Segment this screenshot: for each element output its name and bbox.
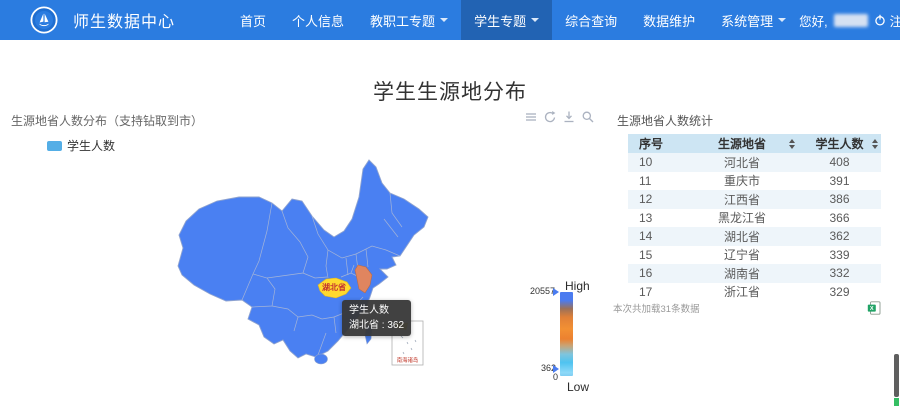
legend-label: 学生人数 xyxy=(67,139,116,153)
table-header-row: 序号 生源地省 学生人数 xyxy=(628,134,881,153)
visualmap-high-label: High xyxy=(565,279,590,293)
username-redacted xyxy=(833,13,868,27)
province-jiangsu[interactable] xyxy=(354,264,373,294)
nav-item-home[interactable]: 首页 xyxy=(240,13,267,29)
user-area: 您好, 注销 xyxy=(799,11,900,30)
table-row: 13 黑龙江省 366 xyxy=(639,210,850,226)
sort-icon[interactable] xyxy=(872,138,878,149)
logout-button[interactable]: 注销 xyxy=(874,11,900,30)
export-excel-icon[interactable]: X xyxy=(867,301,881,315)
table-row: 16 湖南省 332 xyxy=(628,264,881,283)
visualmap-min-value: 0 xyxy=(552,372,558,382)
col-header-count[interactable]: 学生人数 xyxy=(798,135,881,152)
page-title: 学生生源地分布 xyxy=(373,81,527,104)
save-image-icon[interactable] xyxy=(562,110,576,124)
legend-student-count[interactable]: 学生人数 xyxy=(47,137,115,154)
sort-icon[interactable] xyxy=(789,138,795,149)
chart-toolbox xyxy=(524,110,595,124)
data-view-icon[interactable] xyxy=(524,110,538,124)
nav-item-student-topics[interactable]: 学生专题 xyxy=(461,0,553,40)
table-row: 12 江西省 386 xyxy=(628,190,881,209)
table-footer: 本次共加载31条数据 X xyxy=(613,301,881,315)
visualmap-max-value: 20557 xyxy=(529,286,555,296)
load-count-note: 本次共加载31条数据 xyxy=(613,304,700,315)
svg-text:X: X xyxy=(870,306,874,312)
greeting-text: 您好, xyxy=(799,14,828,29)
top-navbar: 师生数据中心 首页 个人信息 教职工专题 学生专题 综合查询 数据维护 xyxy=(0,0,900,40)
visualmap-gradient-bar[interactable] xyxy=(560,292,573,376)
chevron-down-icon xyxy=(440,18,449,22)
map-tooltip: 学生人数 湖北省 : 362 xyxy=(342,300,412,336)
nav-item-comprehensive-query[interactable]: 综合查询 xyxy=(565,13,618,29)
table-title: 生源地省人数统计 xyxy=(617,114,714,128)
visualmap-low-label: Low xyxy=(567,380,590,394)
col-header-index: 序号 xyxy=(639,137,664,151)
province-stat-table: 序号 生源地省 学生人数 10 河北省 408 11 重庆市 391 12 江西… xyxy=(628,134,881,301)
main-nav: 首页 个人信息 教职工专题 学生专题 综合查询 数据维护 系统管理 xyxy=(227,0,799,40)
col-header-province[interactable]: 生源地省 xyxy=(686,135,798,152)
province-hubei-highlight[interactable] xyxy=(317,277,352,299)
visualmap-handle-top[interactable] xyxy=(553,288,559,296)
table-row: 10 河北省 408 xyxy=(628,153,881,172)
tooltip-series: 学生人数 xyxy=(349,305,389,316)
table-row: 14 湖北省 362 xyxy=(628,227,881,246)
province-hainan[interactable] xyxy=(314,353,328,365)
app-title: 师生数据中心 xyxy=(73,14,176,31)
legend-swatch xyxy=(47,140,62,151)
logout-label: 注销 xyxy=(889,14,900,29)
nav-item-data-maintenance[interactable]: 数据维护 xyxy=(643,13,696,29)
table-row: 11 重庆市 391 xyxy=(639,173,850,189)
restore-icon[interactable] xyxy=(543,110,557,124)
visualmap-handle-bottom[interactable] xyxy=(553,365,559,373)
inset-label: 南海诸岛 xyxy=(397,356,419,364)
scrollbar-marker xyxy=(894,398,899,406)
province-borders xyxy=(241,192,403,356)
map-chart-title: 生源地省人数分布（支持钻取到市） xyxy=(11,114,204,128)
zoom-icon[interactable] xyxy=(581,110,595,124)
chevron-down-icon xyxy=(531,18,540,22)
nav-item-system-management[interactable]: 系统管理 xyxy=(708,0,799,40)
tooltip-value: 湖北省 : 362 xyxy=(349,320,405,331)
visualmap-handle-value: 362 xyxy=(540,363,556,373)
province-hubei-label: 湖北省 xyxy=(322,282,346,292)
table-row: 15 辽宁省 339 xyxy=(639,247,850,263)
school-logo[interactable] xyxy=(30,6,58,34)
power-icon xyxy=(874,14,885,26)
nav-item-staff-topics[interactable]: 教职工专题 xyxy=(357,0,461,40)
vertical-scrollbar-thumb[interactable] xyxy=(894,354,899,397)
nav-item-personal-info[interactable]: 个人信息 xyxy=(292,13,345,29)
table-row: 17 浙江省 329 xyxy=(639,284,850,300)
chevron-down-icon xyxy=(778,18,787,22)
china-map[interactable]: 湖北省 南海诸岛 xyxy=(175,156,535,400)
